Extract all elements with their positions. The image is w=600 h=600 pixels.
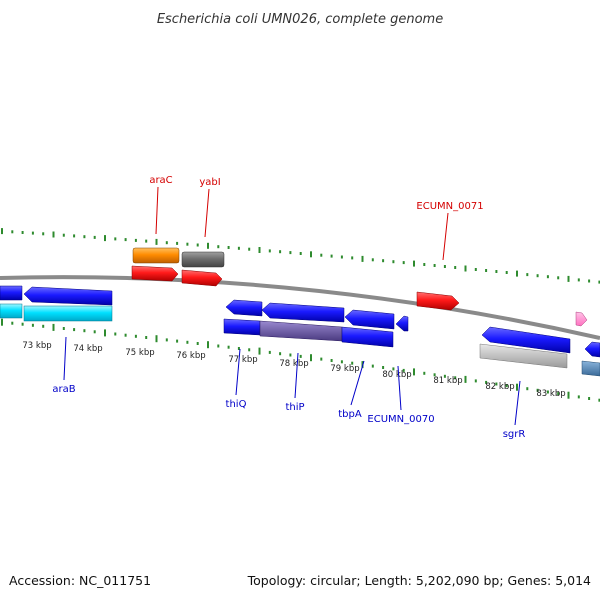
gene-label-araC: araC (149, 175, 172, 186)
gene-label-thiP: thiP (285, 402, 304, 413)
kbp-label: 81 kbp (433, 376, 462, 386)
gene-blue-arrow[interactable] (584, 341, 600, 358)
gene-ECUMN-0071-arrow[interactable] (416, 291, 460, 311)
kbp-label: 83 kbp (536, 389, 565, 399)
kbp-scale: 73 kbp 74 kbp 75 kbp 76 kbp 77 kbp 78 kb… (22, 341, 565, 399)
gene-label-thiQ: thiQ (226, 399, 247, 410)
kbp-label: 76 kbp (176, 351, 205, 361)
kbp-label: 78 kbp (279, 359, 308, 369)
gene-gray[interactable] (181, 251, 225, 268)
genome-backbone (0, 275, 600, 340)
reverse-strand-genes (0, 285, 600, 377)
gene-blue[interactable] (223, 318, 261, 336)
gene-cyan[interactable] (0, 303, 23, 319)
kbp-label: 79 kbp (330, 364, 359, 374)
kbp-label: 80 kbp (382, 370, 411, 380)
gene-orange[interactable] (132, 247, 180, 264)
gene-label-yabI: yabI (199, 177, 220, 188)
leader-thiQ (235, 348, 241, 396)
leader-tbpA (350, 360, 365, 406)
kbp-label: 82 kbp (485, 382, 514, 392)
gene-label-ECUMN-0071: ECUMN_0071 (416, 201, 483, 212)
leader-ECUMN-0070 (397, 365, 402, 411)
gene-sgrR-arrow[interactable] (481, 326, 571, 354)
gene-steel[interactable] (581, 360, 600, 377)
gene-thiP-arrow[interactable] (261, 302, 345, 323)
kbp-label: 73 kbp (22, 341, 51, 351)
kbp-label: 77 kbp (228, 355, 257, 365)
map-title: Escherichia coli UMN026, complete genome (157, 12, 443, 27)
gene-label-tbpA: tbpA (338, 409, 362, 420)
gene-araC-arrow[interactable] (131, 265, 179, 282)
gene-tbpA-bar[interactable] (341, 326, 394, 348)
leader-ECUMN-0071 (442, 212, 449, 261)
gene-thiQ-arrow[interactable] (344, 309, 395, 330)
leader-araC (155, 186, 159, 235)
gene-blue-arrow[interactable] (225, 299, 263, 317)
leader-yabI (204, 188, 210, 238)
leader-thiP (294, 352, 299, 399)
gene-cyan[interactable] (23, 305, 113, 322)
label-leaders (63, 186, 521, 426)
kbp-label: 74 kbp (73, 344, 102, 354)
outer-tick-row (1, 228, 600, 284)
gene-yabI-arrow[interactable] (181, 269, 223, 287)
gene-labels: araC yabI ECUMN_0071 araB thiQ thiP tbpA… (52, 175, 525, 440)
gene-pink-arrow[interactable] (575, 311, 588, 327)
gene-purple[interactable] (259, 320, 343, 342)
gene-blue-arrow[interactable] (395, 315, 409, 332)
forward-strand-genes (131, 247, 588, 327)
accession-text: Accession: NC_011751 (9, 573, 152, 588)
gene-label-ECUMN-0070: ECUMN_0070 (367, 414, 434, 425)
leader-sgrR (514, 380, 521, 426)
gene-blue-arrow[interactable] (0, 285, 23, 301)
gene-label-araB: araB (52, 384, 75, 395)
leader-araB (63, 336, 67, 381)
gene-lightgray[interactable] (479, 343, 568, 369)
gene-araB-arrow[interactable] (23, 286, 113, 306)
kbp-label: 75 kbp (125, 348, 154, 358)
gene-label-sgrR: sgrR (503, 429, 526, 440)
genome-summary-text: Topology: circular; Length: 5,202,090 bp… (247, 573, 591, 588)
inner-tick-row (1, 318, 600, 402)
